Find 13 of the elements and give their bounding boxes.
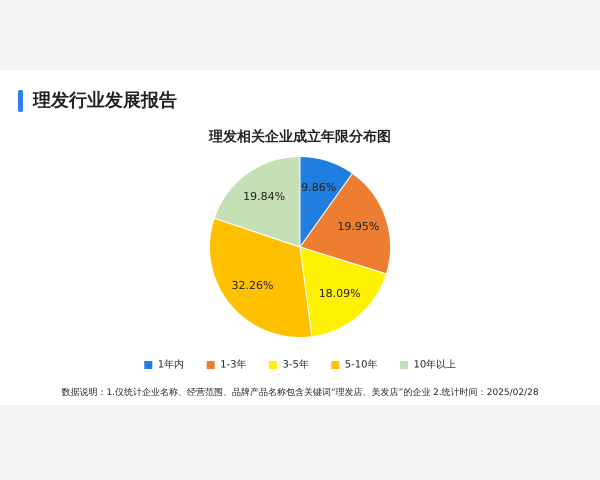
- data-label: 19.95%: [337, 220, 380, 234]
- data-label: 18.09%: [318, 286, 361, 300]
- data-label: 32.26%: [232, 278, 274, 292]
- chart-title: 理发行业发展报告: [33, 89, 177, 112]
- legend-label: 1-3年: [220, 358, 246, 371]
- data-label: 9.86%: [301, 181, 336, 194]
- legend-label: 10年以上: [414, 358, 456, 371]
- data-label: 19.84%: [243, 190, 286, 203]
- legend-label: 3-5年: [282, 358, 309, 371]
- legend-label: 1年内: [158, 358, 184, 371]
- legend-label: 5-10年: [344, 358, 378, 371]
- chart-subtitle: 理发相关企业成立年限分布图: [208, 128, 392, 146]
- text: 数据说明：1.仅统计企业名称、经营范围、品牌产品名称包含关键词“理发店、美发店”的企业 2.统计时间：2025/02/28: [60, 386, 540, 399]
